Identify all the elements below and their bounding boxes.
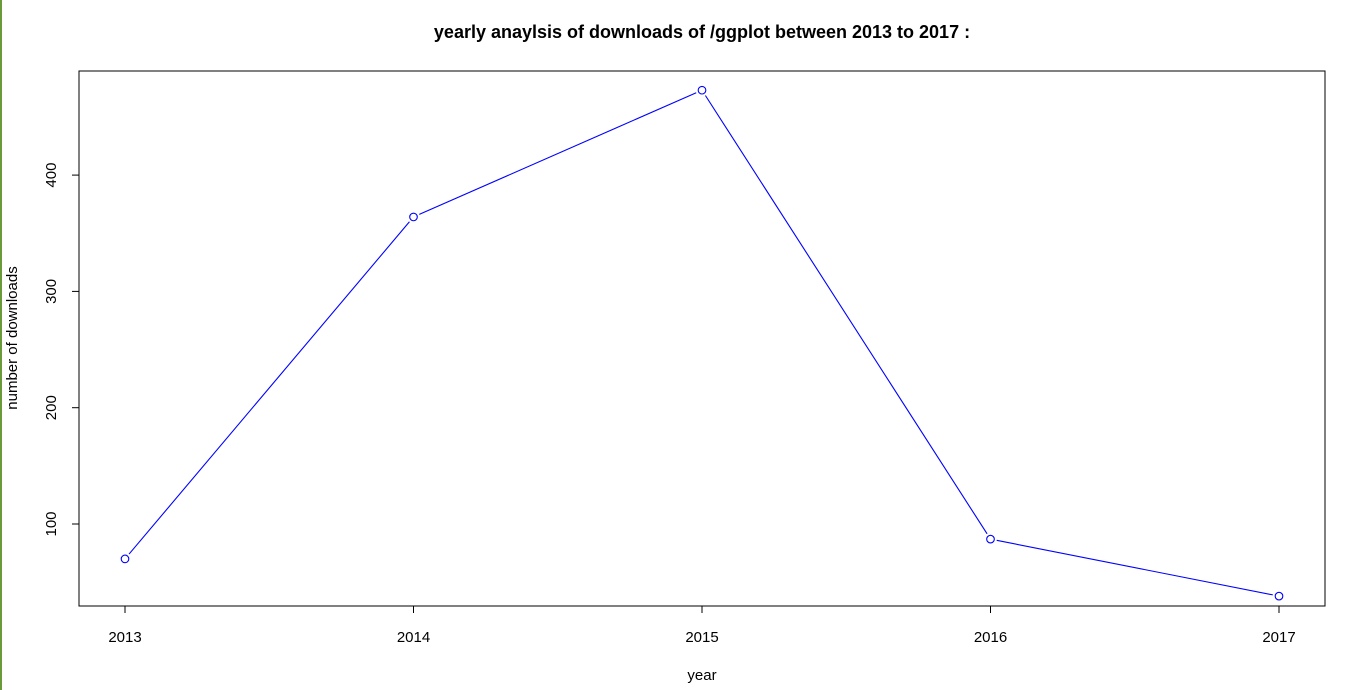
series-line-segment bbox=[996, 539, 1273, 596]
series-group bbox=[120, 85, 1284, 601]
data-point-marker bbox=[120, 554, 130, 564]
window-edge bbox=[0, 0, 2, 690]
series-line-segment bbox=[419, 92, 697, 215]
data-point-marker bbox=[1274, 591, 1284, 601]
series-line-segment bbox=[704, 95, 988, 535]
y-tick-label: 200 bbox=[43, 395, 60, 420]
chart-title: yearly anaylsis of downloads of /ggplot … bbox=[434, 22, 970, 42]
plot-frame bbox=[78, 70, 1326, 607]
y-tick-label: 400 bbox=[43, 163, 60, 188]
x-axis-label: year bbox=[687, 667, 716, 684]
x-axis: 2013 2014 2015 2016 2017 bbox=[108, 605, 1296, 646]
x-tick-label: 2016 bbox=[974, 629, 1007, 646]
y-tick-label: 100 bbox=[43, 511, 60, 536]
series-line-segment bbox=[128, 221, 410, 555]
x-tick-label: 2014 bbox=[397, 629, 430, 646]
x-tick-label: 2013 bbox=[108, 629, 141, 646]
x-tick-label: 2015 bbox=[685, 629, 718, 646]
x-tick-label: 2017 bbox=[1262, 629, 1295, 646]
y-axis: 100 200 300 400 bbox=[43, 163, 80, 537]
y-axis-label: number of downloads bbox=[4, 266, 21, 409]
y-tick-label: 300 bbox=[43, 279, 60, 304]
data-point-marker bbox=[986, 534, 995, 544]
data-point-marker bbox=[697, 85, 707, 95]
data-point-marker bbox=[409, 212, 418, 222]
